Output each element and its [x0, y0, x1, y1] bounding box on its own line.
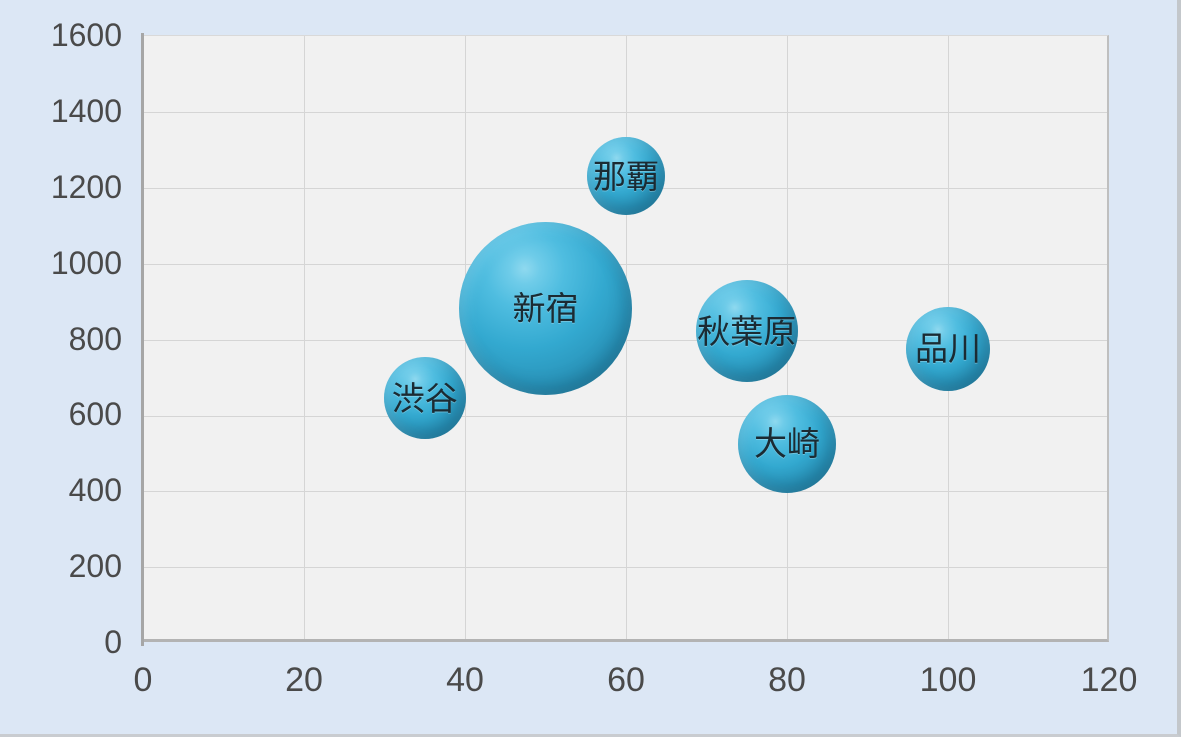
- bubble-label: 新宿: [512, 288, 579, 328]
- x-tick-label: 100: [919, 661, 977, 699]
- bubble-point[interactable]: 秋葉原: [695, 280, 798, 383]
- x-tick-label: 80: [768, 661, 806, 699]
- y-tick-label: 800: [68, 321, 122, 357]
- bubble-label: 品川: [915, 329, 981, 369]
- y-tick-label: 200: [68, 548, 122, 584]
- bubble-label: 渋谷: [391, 378, 458, 418]
- gridline-horizontal: [143, 264, 1107, 265]
- gridline-horizontal: [143, 416, 1107, 417]
- bubble-point[interactable]: 大崎: [738, 394, 836, 493]
- bubble-point[interactable]: 那覇: [587, 137, 665, 216]
- x-tick-label: 0: [133, 661, 153, 699]
- y-tick-label: 600: [68, 396, 122, 432]
- y-tick-label: 1600: [50, 17, 122, 53]
- x-tick-label: 60: [607, 661, 645, 699]
- y-tick-label: 0: [104, 624, 122, 660]
- x-tick-label: 20: [285, 661, 323, 699]
- bubble-point[interactable]: 新宿: [459, 221, 632, 395]
- gridline-horizontal: [143, 112, 1107, 113]
- bubble-point[interactable]: 渋谷: [383, 357, 466, 440]
- bubble-label: 那覇: [593, 156, 659, 196]
- gridline-horizontal: [143, 491, 1107, 492]
- x-tick-label: 40: [446, 661, 484, 699]
- y-tick-label: 400: [68, 472, 122, 508]
- plot-area: 渋谷 新宿 那覇秋葉原大崎 品川: [143, 35, 1109, 642]
- y-tick-label: 1000: [50, 245, 122, 281]
- y-tick-label: 1400: [50, 93, 122, 129]
- bubble-label: 秋葉原: [697, 311, 797, 351]
- gridline-vertical: [304, 36, 305, 639]
- y-axis-line: [141, 33, 144, 646]
- y-tick-label: 1200: [50, 169, 122, 205]
- x-tick-label: 120: [1080, 661, 1138, 699]
- bubble-point[interactable]: 品川: [906, 306, 990, 391]
- bubble-label: 大崎: [754, 424, 820, 464]
- gridline-horizontal: [143, 567, 1107, 568]
